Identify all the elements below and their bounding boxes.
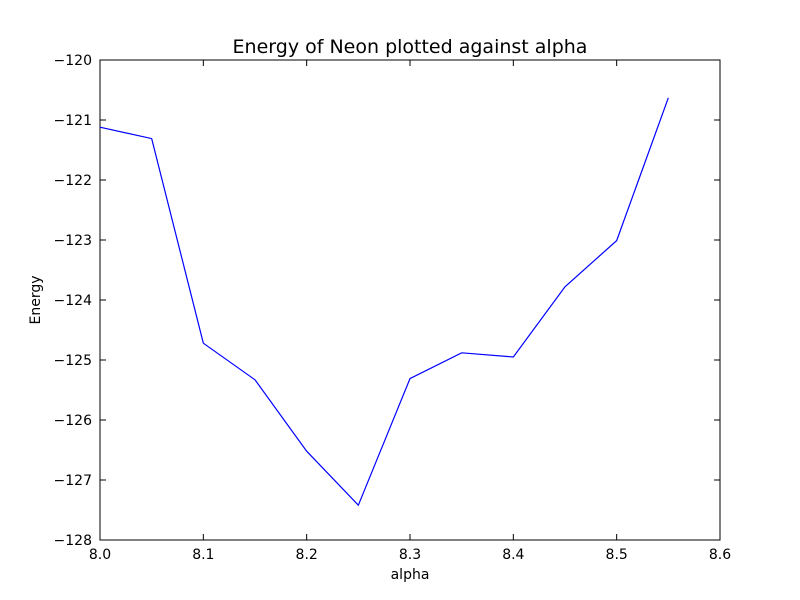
x-tick-label: 8.3 bbox=[399, 547, 421, 563]
y-tick-label: −123 bbox=[54, 233, 92, 249]
y-tick-label: −125 bbox=[54, 353, 92, 369]
y-tick-label: −124 bbox=[54, 293, 93, 309]
y-axis: −128 −127 −126 −125 −124 −123 −122 −121 −120 bbox=[54, 53, 720, 549]
series-layer bbox=[99, 97, 669, 507]
series-line-energy bbox=[99, 97, 669, 507]
x-axis-label: alpha bbox=[391, 567, 430, 583]
y-axis-label: Energy bbox=[28, 275, 44, 324]
y-tick-label: −126 bbox=[54, 413, 93, 429]
x-tick-label: 8.1 bbox=[192, 547, 214, 563]
y-tick-label: −122 bbox=[54, 173, 92, 189]
y-tick-label: −120 bbox=[54, 53, 92, 69]
chart-title: Energy of Neon plotted against alpha bbox=[233, 36, 588, 58]
x-axis: 8.0 8.1 8.2 8.3 8.4 8.5 8.6 bbox=[89, 60, 731, 563]
x-tick-label: 8.6 bbox=[709, 547, 731, 563]
y-tick-label: −128 bbox=[54, 533, 92, 549]
x-tick-label: 8.2 bbox=[296, 547, 318, 563]
y-tick-label: −121 bbox=[54, 113, 92, 129]
y-tick-label: −127 bbox=[54, 473, 92, 489]
x-tick-label: 8.5 bbox=[606, 547, 628, 563]
x-tick-label: 8.0 bbox=[89, 547, 111, 563]
x-tick-label: 8.4 bbox=[502, 547, 524, 563]
